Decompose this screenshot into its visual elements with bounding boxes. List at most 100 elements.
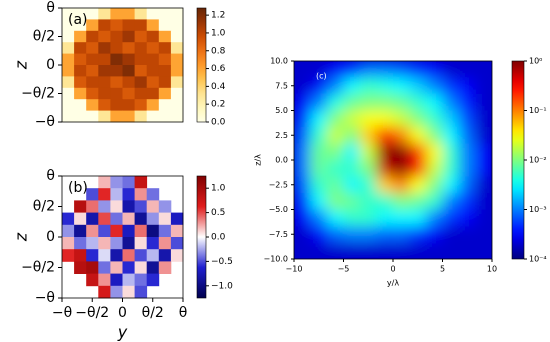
heatmap-cell (409, 176, 427, 194)
heatmap-cell (310, 94, 328, 111)
heatmap-cell (170, 212, 184, 226)
colorbar-tick-label: 10⁻² (529, 156, 547, 165)
colorbar (196, 7, 207, 123)
heatmap-cell (343, 176, 361, 194)
heatmap-cell (376, 77, 394, 95)
heatmap-cell (134, 285, 148, 299)
heatmap-cell (442, 242, 460, 259)
x-tick-label: −θ/2 (75, 305, 109, 321)
x-tick-label: 0 (118, 305, 127, 321)
heatmap-cell (409, 77, 427, 95)
heatmap-cell (98, 176, 111, 189)
heatmap-cell (122, 110, 135, 123)
heatmap-cell (98, 261, 111, 274)
heatmap-cell (158, 42, 172, 54)
heatmap-cell (426, 242, 443, 259)
heatmap-cell (459, 143, 476, 161)
y-tick-label: −θ (35, 290, 55, 306)
x-tick-label: θ/2 (142, 305, 164, 321)
heatmap-cell (86, 273, 99, 287)
heatmap-cell (310, 127, 328, 144)
heatmap-cell (426, 143, 443, 161)
heatmap-cell (409, 209, 427, 227)
heatmap-cell (426, 127, 443, 144)
heatmap-cell (110, 110, 123, 123)
heatmap-cell (294, 77, 311, 95)
heatmap-cell (146, 110, 160, 123)
heatmap-cell (393, 160, 410, 177)
heatmap-cell (360, 209, 377, 227)
heatmap-cell (294, 193, 311, 210)
heatmap-cell (327, 242, 344, 259)
heatmap-cell (110, 273, 123, 287)
heatmap-cell (360, 226, 377, 243)
heatmap-cell (327, 61, 344, 78)
colorbar-tick-label: 0.0 (211, 118, 226, 128)
heatmap-cell (409, 110, 427, 128)
heatmap-cell (170, 53, 184, 66)
heatmap-cell (459, 61, 476, 78)
heatmap-cell (376, 160, 394, 177)
heatmap-cell (62, 30, 75, 43)
colorbar-tick-label: 0.4 (211, 82, 226, 92)
heatmap-cell (74, 19, 87, 32)
heatmap-cell (310, 160, 328, 177)
heatmap-cell (442, 193, 460, 210)
heatmap-cell (170, 99, 184, 111)
colorbar-tick-label: 1.2 (211, 11, 225, 21)
heatmap-cell (146, 8, 160, 20)
heatmap-cell (442, 176, 460, 194)
heatmap-cell (74, 237, 87, 250)
heatmap-cell (122, 273, 135, 287)
y-tick-label: −θ (35, 114, 55, 130)
heatmap-cell (327, 160, 344, 177)
heatmap-cell (343, 160, 361, 177)
heatmap-cell (294, 176, 311, 194)
heatmap-cell (86, 87, 99, 100)
x-tick-label: −5 (338, 265, 350, 274)
heatmap-cell (409, 143, 427, 161)
colorbar-tick-label: 0.2 (211, 100, 225, 110)
heatmap-cell (62, 76, 75, 89)
heatmap-cell (146, 212, 160, 226)
heatmap-cell (110, 65, 123, 77)
heatmap-cell (110, 212, 123, 226)
heatmap-cell (459, 226, 476, 243)
heatmap-cell (327, 209, 344, 227)
heatmap-cell (158, 65, 172, 77)
heatmap-cell (426, 226, 443, 243)
heatmap-cell (442, 77, 460, 95)
heatmap-cell (327, 94, 344, 111)
heatmap-cell (74, 249, 87, 262)
heatmap-cell (343, 77, 361, 95)
heatmap-cell (459, 242, 476, 259)
heatmap-cell (343, 209, 361, 227)
colorbar-tick-label: 1.0 (211, 28, 226, 38)
y-axis-label: z (12, 232, 31, 242)
heatmap-cell (170, 249, 184, 262)
heatmap-cell (327, 193, 344, 210)
heatmap-cell (74, 261, 87, 274)
heatmap-cell (110, 237, 123, 250)
heatmap-cell (134, 30, 148, 43)
heatmap-cell (146, 87, 160, 100)
colorbar-tick-label: 10⁰ (529, 57, 542, 66)
heatmap-cell (110, 285, 123, 299)
y-tick-label: −θ/2 (21, 86, 55, 102)
heatmap-cell (376, 110, 394, 128)
heatmap-cell (62, 237, 75, 250)
x-tick-label: 10 (487, 265, 497, 274)
heatmap-cell (158, 8, 172, 20)
heatmap-cell (158, 110, 172, 123)
heatmap-cell (158, 261, 172, 274)
heatmap-cell (110, 200, 123, 213)
heatmap-cell (86, 19, 99, 32)
heatmap-cell (86, 224, 99, 238)
heatmap-cell (134, 99, 148, 111)
heatmap-cell (327, 176, 344, 194)
heatmap-cell (426, 77, 443, 95)
heatmap-cell (294, 61, 311, 78)
heatmap-cell (86, 188, 99, 201)
heatmap-cell (409, 242, 427, 259)
heatmap-cell (74, 200, 87, 213)
